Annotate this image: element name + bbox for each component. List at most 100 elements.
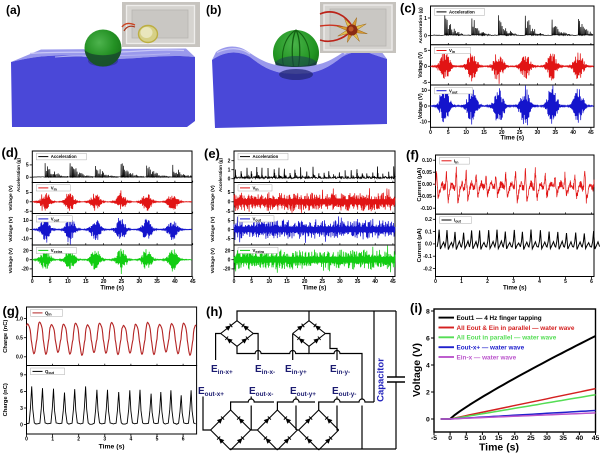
svg-text:5: 5 xyxy=(564,279,567,285)
svg-text:5: 5 xyxy=(49,279,52,285)
svg-text:9: 9 xyxy=(20,373,23,379)
svg-text:Ein-x-: Ein-x- xyxy=(255,364,275,376)
svg-text:Voltage (V): Voltage (V) xyxy=(210,185,216,211)
svg-text:4: 4 xyxy=(130,437,133,443)
svg-text:-5: -5 xyxy=(226,236,231,242)
svg-text:0: 0 xyxy=(26,227,29,233)
svg-text:Eout-x-: Eout-x- xyxy=(249,386,273,398)
svg-text:0: 0 xyxy=(20,422,23,428)
svg-text:0: 0 xyxy=(31,279,34,285)
svg-text:45: 45 xyxy=(390,279,396,285)
svg-text:Ein-x+: Ein-x+ xyxy=(211,364,233,376)
svg-text:40: 40 xyxy=(372,279,378,285)
svg-text:35: 35 xyxy=(552,130,558,136)
svg-text:-0.1: -0.1 xyxy=(423,254,432,260)
svg-text:5: 5 xyxy=(228,190,231,196)
svg-text:(d): (d) xyxy=(2,145,19,160)
svg-text:10: 10 xyxy=(65,279,71,285)
svg-text:(g): (g) xyxy=(3,304,20,319)
svg-text:0: 0 xyxy=(424,34,427,40)
svg-text:(f): (f) xyxy=(406,148,419,163)
svg-text:-20: -20 xyxy=(21,267,28,273)
svg-text:Voltage (V): Voltage (V) xyxy=(418,52,424,78)
svg-text:2: 2 xyxy=(486,279,489,285)
svg-text:0.05: 0.05 xyxy=(422,170,432,176)
svg-text:2: 2 xyxy=(426,389,430,396)
svg-text:0: 0 xyxy=(228,258,231,264)
svg-text:5: 5 xyxy=(250,279,253,285)
svg-text:0.1: 0.1 xyxy=(425,229,432,235)
svg-text:0: 0 xyxy=(26,175,29,181)
svg-text:Qin: Qin xyxy=(45,311,52,317)
svg-text:All Eout & Ein in parallel — w: All Eout & Ein in parallel — water wave xyxy=(457,325,575,332)
svg-text:25: 25 xyxy=(527,435,535,442)
svg-text:3: 3 xyxy=(103,437,106,443)
svg-text:Vextra: Vextra xyxy=(51,248,63,254)
svg-text:45: 45 xyxy=(592,435,600,442)
svg-text:0: 0 xyxy=(233,279,236,285)
svg-text:45: 45 xyxy=(588,130,594,136)
svg-text:Vin: Vin xyxy=(253,186,259,192)
svg-text:(c): (c) xyxy=(400,1,416,16)
svg-text:5: 5 xyxy=(447,130,450,136)
svg-text:Time (s): Time (s) xyxy=(500,135,524,142)
svg-text:10: 10 xyxy=(267,279,273,285)
svg-text:Current (µA): Current (µA) xyxy=(417,168,423,202)
svg-text:0: 0 xyxy=(228,177,231,183)
svg-text:Vin: Vin xyxy=(51,186,57,192)
svg-text:-10: -10 xyxy=(420,120,427,126)
svg-text:(e): (e) xyxy=(204,146,220,161)
svg-text:0: 0 xyxy=(426,416,430,423)
svg-text:5: 5 xyxy=(464,435,468,442)
svg-text:5: 5 xyxy=(424,48,427,54)
svg-text:Time (s): Time (s) xyxy=(303,285,327,292)
svg-text:35: 35 xyxy=(154,279,160,285)
svg-text:-0.10: -0.10 xyxy=(420,206,432,212)
svg-text:Voltage (V): Voltage (V) xyxy=(418,93,424,119)
svg-text:20: 20 xyxy=(499,130,505,136)
svg-text:5: 5 xyxy=(26,163,29,169)
svg-text:15: 15 xyxy=(481,130,487,136)
svg-text:-5: -5 xyxy=(431,435,437,442)
svg-text:Acceleration (g): Acceleration (g) xyxy=(418,7,424,44)
svg-text:20: 20 xyxy=(225,248,231,254)
svg-text:20: 20 xyxy=(302,279,308,285)
svg-text:20: 20 xyxy=(101,279,107,285)
svg-text:Time (s): Time (s) xyxy=(99,444,125,451)
svg-text:-0.05: -0.05 xyxy=(420,194,432,200)
svg-text:20: 20 xyxy=(23,248,29,254)
svg-text:15: 15 xyxy=(495,435,503,442)
svg-text:Voltage (V): Voltage (V) xyxy=(210,248,216,274)
svg-text:3: 3 xyxy=(20,406,23,412)
svg-text:Iin: Iin xyxy=(454,158,458,164)
svg-text:20: 20 xyxy=(511,435,519,442)
svg-text:0.5: 0.5 xyxy=(16,336,23,342)
svg-text:Eout-x+ — water wave: Eout-x+ — water wave xyxy=(457,344,525,351)
svg-text:0: 0 xyxy=(25,437,28,443)
svg-text:0.10: 0.10 xyxy=(422,158,432,164)
svg-text:30: 30 xyxy=(337,279,343,285)
svg-text:2: 2 xyxy=(228,159,231,165)
svg-text:0: 0 xyxy=(228,227,231,233)
svg-text:Acceleration: Acceleration xyxy=(51,154,77,159)
svg-text:1: 1 xyxy=(424,16,427,22)
svg-text:2: 2 xyxy=(77,437,80,443)
svg-text:0: 0 xyxy=(26,200,29,206)
svg-text:Ein-y-: Ein-y- xyxy=(330,364,350,376)
svg-text:-10: -10 xyxy=(21,237,28,243)
svg-text:0: 0 xyxy=(434,279,437,285)
svg-text:-5: -5 xyxy=(24,209,29,215)
svg-text:Voltage (V): Voltage (V) xyxy=(8,185,14,211)
svg-text:0.0: 0.0 xyxy=(425,242,432,248)
svg-text:3: 3 xyxy=(512,279,515,285)
svg-text:Ein-x — water wave: Ein-x — water wave xyxy=(457,354,517,361)
svg-text:8: 8 xyxy=(426,308,430,315)
svg-text:Eout-y+: Eout-y+ xyxy=(290,386,316,398)
svg-text:15: 15 xyxy=(284,279,290,285)
svg-text:Voltage (V): Voltage (V) xyxy=(210,216,216,242)
svg-text:0: 0 xyxy=(429,130,432,136)
svg-text:All Eout in parallel — water w: All Eout in parallel — water wave xyxy=(457,335,557,342)
svg-text:40: 40 xyxy=(576,435,584,442)
svg-text:Current (µA): Current (µA) xyxy=(417,228,423,262)
svg-text:10: 10 xyxy=(421,88,427,94)
